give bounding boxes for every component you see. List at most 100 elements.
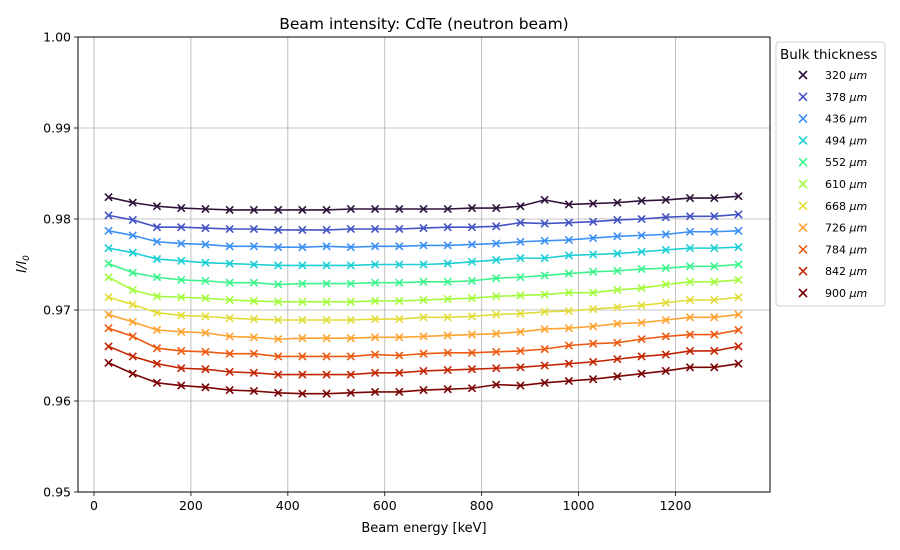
data-point-marker <box>201 328 210 337</box>
x-tick-label: 1000 <box>563 498 595 513</box>
legend-label: 320 μm <box>825 69 867 82</box>
data-point-marker <box>128 332 137 341</box>
data-point-marker <box>201 276 210 286</box>
legend-entry: 784 μm <box>798 243 867 256</box>
data-point-marker <box>443 365 452 375</box>
data-point-marker <box>710 363 719 372</box>
data-point-marker <box>734 359 743 368</box>
data-point-marker <box>273 388 283 397</box>
legend-entries: 320 μm 378 μm 436 μm 494 μm 552 μm 610 μm 668 … <box>798 69 867 300</box>
data-point-marker <box>249 224 259 234</box>
data-point-marker <box>467 223 477 232</box>
data-point-marker <box>298 315 307 325</box>
y-tick-label: 0.95 <box>43 485 71 500</box>
data-point-marker <box>443 313 452 322</box>
series-layer <box>104 192 743 398</box>
data-point-marker <box>152 378 162 387</box>
data-point-marker <box>613 319 622 328</box>
data-point-marker <box>370 242 380 251</box>
data-point-marker <box>443 331 452 340</box>
data-point-marker <box>613 266 622 276</box>
data-point-marker <box>443 294 452 304</box>
data-point-marker <box>104 342 113 351</box>
data-point-marker <box>588 217 598 226</box>
data-point-marker <box>661 315 670 325</box>
data-point-marker <box>492 329 501 338</box>
data-point-marker <box>710 212 719 221</box>
legend-label: 552 μm <box>825 156 867 169</box>
data-point-marker <box>588 374 598 384</box>
x-tick-label: 800 <box>470 498 494 513</box>
data-point-marker <box>152 325 162 335</box>
data-point-marker <box>516 218 525 227</box>
data-point-marker <box>249 368 259 377</box>
data-point-marker <box>177 293 186 302</box>
data-point-marker <box>370 387 380 397</box>
data-point-marker <box>685 227 695 236</box>
data-point-marker <box>540 344 549 354</box>
data-point-marker <box>346 352 355 361</box>
data-point-marker <box>685 363 695 372</box>
data-point-marker <box>152 308 162 317</box>
data-point-marker <box>685 295 695 305</box>
legend-label: 378 μm <box>825 91 867 104</box>
legend-marker <box>798 114 808 124</box>
data-point-marker <box>613 303 622 312</box>
data-point-marker <box>613 215 622 225</box>
series-784 <box>104 324 743 361</box>
y-axis-label-main: I/I <box>15 261 30 273</box>
data-point-marker <box>322 370 331 379</box>
data-point-marker <box>588 199 598 208</box>
data-point-marker <box>588 339 598 348</box>
data-point-marker <box>710 227 719 236</box>
data-point-marker <box>370 278 380 287</box>
data-point-marker <box>564 269 574 278</box>
data-point-marker <box>322 389 331 398</box>
data-point-marker <box>443 259 452 268</box>
data-point-marker <box>492 222 501 231</box>
data-point-marker <box>249 386 259 396</box>
data-point-marker <box>152 254 162 264</box>
data-point-marker <box>637 283 646 293</box>
data-point-marker <box>637 334 646 344</box>
data-point-marker <box>419 313 428 322</box>
data-point-marker <box>273 205 283 215</box>
data-point-marker <box>201 383 210 392</box>
data-point-marker <box>152 273 162 282</box>
data-point-marker <box>298 225 307 235</box>
data-point-marker <box>734 226 743 235</box>
legend-marker <box>798 223 808 233</box>
data-point-marker <box>492 380 501 389</box>
x-tick-label: 200 <box>179 498 203 513</box>
legend-label: 436 μm <box>825 113 867 126</box>
data-point-marker <box>225 367 234 377</box>
data-point-marker <box>588 250 598 259</box>
data-point-marker <box>273 297 283 306</box>
data-point-marker <box>613 232 622 241</box>
legend-entry: 610 μm <box>798 178 867 191</box>
series-610 <box>104 273 743 306</box>
data-point-marker <box>734 210 743 219</box>
data-point-marker <box>637 301 646 310</box>
data-point-marker <box>177 203 186 213</box>
data-point-marker <box>201 347 210 357</box>
data-point-marker <box>661 195 670 205</box>
legend-marker <box>798 201 808 211</box>
series-494 <box>104 243 743 270</box>
data-point-marker <box>443 223 452 232</box>
data-point-marker <box>613 372 622 381</box>
data-point-marker <box>613 249 622 258</box>
data-point-marker <box>564 359 574 368</box>
y-tick-label: 0.99 <box>43 121 71 136</box>
data-point-marker <box>104 226 113 235</box>
data-point-marker <box>516 237 525 246</box>
data-point-marker <box>273 261 283 270</box>
data-point-marker <box>540 324 549 334</box>
data-point-marker <box>467 294 477 303</box>
data-point-marker <box>734 342 743 351</box>
data-point-marker <box>564 200 574 209</box>
data-point-marker <box>298 352 307 361</box>
data-point-marker <box>710 346 719 356</box>
series-320 <box>104 192 743 215</box>
data-point-marker <box>661 263 670 273</box>
